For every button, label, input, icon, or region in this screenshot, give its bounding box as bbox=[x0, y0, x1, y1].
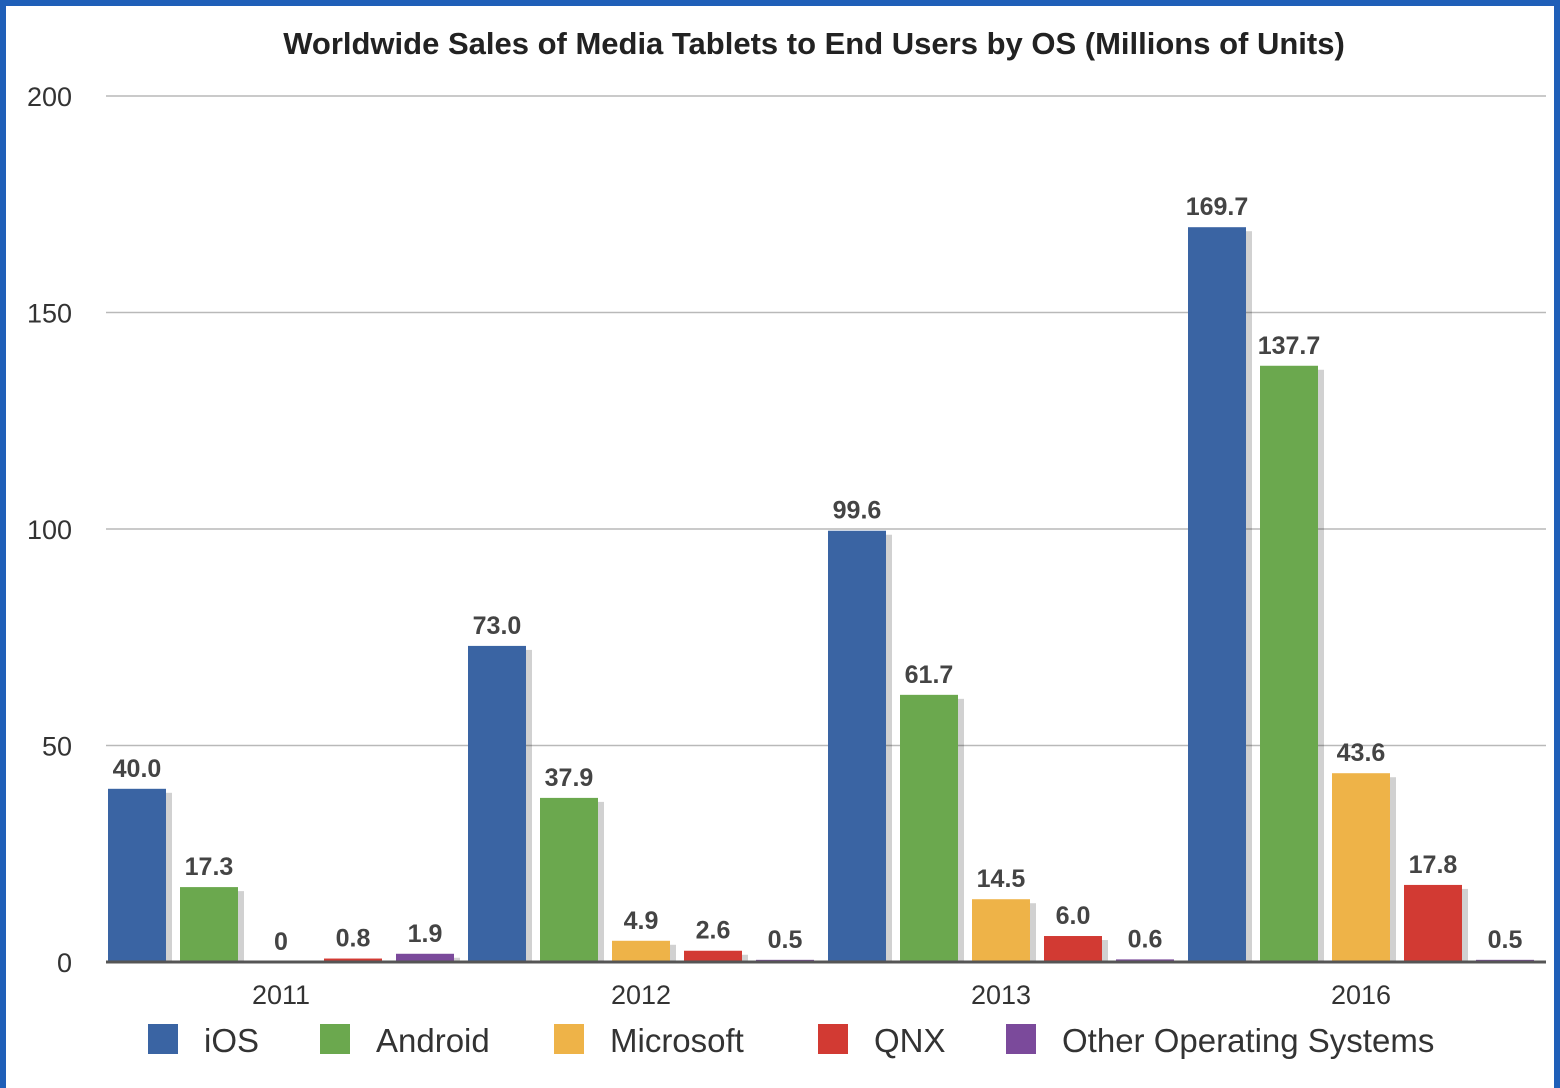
legend-label: Microsoft bbox=[610, 1022, 744, 1059]
legend: iOS Android Microsoft QNX Other Operating Sy… bbox=[148, 1022, 1434, 1059]
bar-other-operating-systems-2011 bbox=[396, 953, 454, 962]
legend-item-other-operating-systems: Other Operating Systems bbox=[1006, 1022, 1434, 1059]
legend-item-android: Android bbox=[320, 1022, 490, 1059]
x-axis: 2011 2012 2013 2016 bbox=[106, 960, 1546, 1010]
data-label: 14.5 bbox=[977, 865, 1026, 893]
legend-swatch bbox=[818, 1024, 848, 1054]
data-label: 169.7 bbox=[1186, 193, 1249, 221]
data-label: 17.8 bbox=[1409, 851, 1458, 879]
data-label: 73.0 bbox=[473, 612, 522, 640]
data-label: 40.0 bbox=[113, 755, 162, 783]
data-label: 0.5 bbox=[768, 926, 803, 954]
legend-label: iOS bbox=[204, 1022, 259, 1059]
bar-android-2012 bbox=[540, 797, 598, 962]
legend-swatch bbox=[554, 1024, 584, 1054]
data-label: 37.9 bbox=[545, 764, 594, 792]
bar-android-2013 bbox=[900, 694, 958, 962]
legend-label: Android bbox=[376, 1022, 490, 1059]
data-labels-layer: 40.0 17.3 0 0.8 1.9 73.0 37.9 4.9 2.6 0.5 99.6 61.7… bbox=[113, 193, 1523, 956]
x-tick-label: 2013 bbox=[971, 980, 1031, 1010]
bar-android-2016 bbox=[1260, 365, 1318, 962]
bar-qnx-2016 bbox=[1404, 884, 1462, 962]
legend-swatch bbox=[320, 1024, 350, 1054]
data-label: 0 bbox=[274, 928, 288, 956]
legend-label: QNX bbox=[874, 1022, 946, 1059]
bar-android-2011 bbox=[180, 887, 238, 962]
data-label: 4.9 bbox=[624, 907, 659, 935]
bar-ios-2011 bbox=[108, 788, 166, 962]
bar-qnx-2013 bbox=[1044, 936, 1102, 962]
data-label: 0.8 bbox=[336, 925, 371, 953]
y-tick-label: 0 bbox=[57, 948, 72, 978]
y-tick-label: 50 bbox=[42, 732, 72, 762]
chart-frame: Worldwide Sales of Media Tablets to End … bbox=[6, 6, 1554, 1088]
legend-label: Other Operating Systems bbox=[1062, 1022, 1434, 1059]
bar-microsoft-2016 bbox=[1332, 773, 1390, 962]
y-tick-label: 100 bbox=[27, 515, 72, 545]
data-label: 137.7 bbox=[1258, 332, 1321, 360]
bar-ios-2016 bbox=[1188, 227, 1246, 963]
legend-swatch bbox=[148, 1024, 178, 1054]
data-label: 6.0 bbox=[1056, 902, 1091, 930]
data-label: 0.5 bbox=[1488, 926, 1523, 954]
bar-microsoft-2012 bbox=[612, 940, 670, 962]
data-label: 2.6 bbox=[696, 917, 731, 945]
bar-ios-2013 bbox=[828, 530, 886, 962]
legend-item-qnx: QNX bbox=[818, 1022, 946, 1059]
data-label: 0.6 bbox=[1128, 925, 1163, 953]
bar-microsoft-2013 bbox=[972, 899, 1030, 962]
legend-swatch bbox=[1006, 1024, 1036, 1054]
bar-qnx-2012 bbox=[684, 950, 742, 962]
x-tick-label: 2016 bbox=[1331, 980, 1391, 1010]
data-label: 43.6 bbox=[1337, 739, 1386, 767]
legend-item-microsoft: Microsoft bbox=[554, 1022, 744, 1059]
data-label: 17.3 bbox=[185, 853, 234, 881]
x-tick-label: 2012 bbox=[611, 980, 671, 1010]
x-tick-label: 2011 bbox=[252, 980, 310, 1010]
data-label: 99.6 bbox=[833, 497, 882, 525]
data-label: 61.7 bbox=[905, 661, 954, 689]
bar-ios-2012 bbox=[468, 645, 526, 962]
legend-item-ios: iOS bbox=[148, 1022, 259, 1059]
y-tick-label: 150 bbox=[27, 299, 72, 329]
bars-layer bbox=[108, 227, 1534, 963]
bar-qnx-2011 bbox=[324, 958, 382, 962]
data-label: 1.9 bbox=[408, 920, 443, 948]
y-tick-label: 200 bbox=[27, 82, 72, 112]
bar-chart: Worldwide Sales of Media Tablets to End … bbox=[27, 26, 1546, 1059]
grid-layer: 0 50 100 150 200 bbox=[27, 82, 1546, 978]
chart-title: Worldwide Sales of Media Tablets to End … bbox=[283, 26, 1345, 61]
